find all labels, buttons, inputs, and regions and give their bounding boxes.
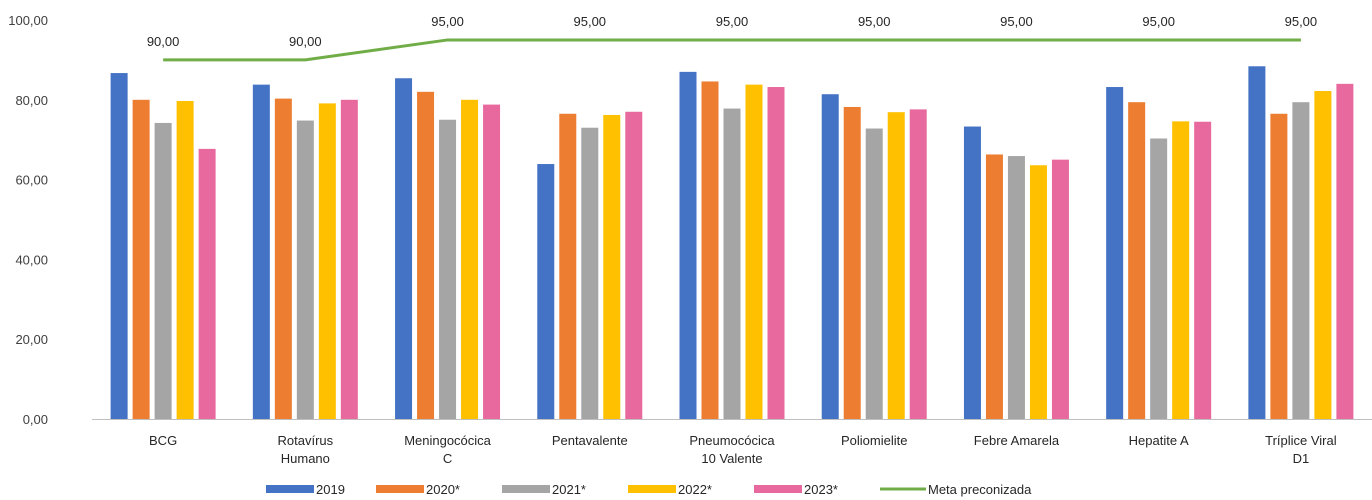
bar-2019-1 xyxy=(252,84,270,419)
bar-2021-0 xyxy=(154,122,172,419)
goal-line: 90,00 90,00 95,00 95,00 95,00 95,00 95,00 95,00… xyxy=(147,14,1318,62)
legend-item: 2021* xyxy=(502,482,586,497)
bar-2019-5 xyxy=(821,94,839,420)
category-label: BCG xyxy=(149,433,177,448)
bar-2019-7 xyxy=(1106,87,1124,420)
legend-label: Meta preconizada xyxy=(928,482,1032,497)
category-label: Pentavalente xyxy=(552,433,628,448)
category-label: Hepatite A xyxy=(1129,433,1189,448)
bar-2021-2 xyxy=(439,119,457,419)
y-tick-label: 60,00 xyxy=(15,173,48,188)
legend-label: 2019 xyxy=(316,482,345,497)
bar-2020-1 xyxy=(274,98,292,419)
category-label: Febre Amarela xyxy=(974,433,1060,448)
bar-2021-8 xyxy=(1292,102,1310,419)
bar-2021-1 xyxy=(296,120,314,419)
goal-value-label: 95,00 xyxy=(574,14,607,29)
bar-2019-8 xyxy=(1248,66,1266,419)
goal-value-label: 95,00 xyxy=(1285,14,1318,29)
bar-2021-4 xyxy=(723,108,741,419)
bar-2019-2 xyxy=(395,78,413,419)
y-tick-label: 80,00 xyxy=(15,93,48,108)
legend-swatch xyxy=(502,485,550,493)
legend-item: Meta preconizada xyxy=(880,482,1032,497)
bar-2022-2 xyxy=(461,99,479,420)
legend-item: 2022* xyxy=(628,482,712,497)
bar-2020-6 xyxy=(985,154,1003,419)
bar-2023-6 xyxy=(1051,159,1069,419)
x-axis: BCG Rotavírus Humano Meningocócica C Pentaval… xyxy=(149,433,1337,466)
bar-2022-8 xyxy=(1314,91,1332,419)
y-axis: 0,00 20,00 40,00 60,00 80,00 100,00 xyxy=(8,13,48,427)
y-tick-label: 0,00 xyxy=(23,412,48,427)
goal-value-label: 95,00 xyxy=(1142,14,1175,29)
bar-2022-7 xyxy=(1172,121,1190,419)
bar-2023-5 xyxy=(909,109,927,419)
category-label: Pneumocócica 10 Valente xyxy=(689,433,775,466)
bar-2022-5 xyxy=(887,112,905,419)
bar-2022-3 xyxy=(603,114,621,419)
category-label: Rotavírus Humano xyxy=(278,433,334,466)
category-label: Tríplice Viral D1 xyxy=(1265,433,1337,466)
y-tick-label: 100,00 xyxy=(8,13,48,28)
bar-2023-2 xyxy=(483,104,501,419)
goal-line-path xyxy=(163,38,1301,62)
legend-swatch xyxy=(266,485,314,493)
bar-2019-0 xyxy=(110,73,128,419)
bars xyxy=(110,66,1354,420)
bar-2022-4 xyxy=(745,84,763,419)
category-label: Meningocócica C xyxy=(404,433,491,466)
y-tick-label: 20,00 xyxy=(15,332,48,347)
legend-item: 2019 xyxy=(266,482,345,497)
bar-2022-6 xyxy=(1029,165,1047,419)
goal-value-label: 90,00 xyxy=(289,34,322,49)
goal-value-label: 95,00 xyxy=(858,14,891,29)
goal-value-label: 90,00 xyxy=(147,34,180,49)
legend-label: 2023* xyxy=(804,482,838,497)
bar-2021-5 xyxy=(865,128,883,419)
bar-2020-3 xyxy=(559,113,577,419)
legend: 2019 2020* 2021* 2022* 2023* Meta preconizada xyxy=(266,482,1032,497)
category-label: Poliomielite xyxy=(841,433,907,448)
legend-label: 2020* xyxy=(426,482,460,497)
legend-item: 2020* xyxy=(376,482,460,497)
legend-label: 2021* xyxy=(552,482,586,497)
bar-2023-3 xyxy=(625,111,643,420)
legend-item: 2023* xyxy=(754,482,838,497)
bar-2022-1 xyxy=(318,103,336,420)
bar-2020-7 xyxy=(1128,102,1146,419)
bar-2020-0 xyxy=(132,99,150,420)
legend-swatch xyxy=(754,485,802,493)
bar-2023-7 xyxy=(1194,121,1212,420)
bar-2021-6 xyxy=(1007,156,1025,419)
bar-2023-8 xyxy=(1336,83,1354,419)
bar-2023-4 xyxy=(767,87,785,420)
goal-value-label: 95,00 xyxy=(1000,14,1033,29)
bar-2021-3 xyxy=(581,127,599,419)
bar-2020-5 xyxy=(843,106,861,420)
bar-2020-8 xyxy=(1270,113,1288,419)
goal-value-label: 95,00 xyxy=(431,14,464,29)
bar-2020-4 xyxy=(701,81,719,420)
bar-2019-6 xyxy=(963,126,981,420)
legend-swatch xyxy=(628,485,676,493)
bar-2019-4 xyxy=(679,71,697,420)
bar-2023-1 xyxy=(340,99,358,420)
legend-label: 2022* xyxy=(678,482,712,497)
y-tick-label: 40,00 xyxy=(15,252,48,267)
bar-2022-0 xyxy=(176,100,194,419)
goal-value-label: 95,00 xyxy=(716,14,749,29)
bar-2021-7 xyxy=(1150,138,1168,420)
legend-swatch xyxy=(376,485,424,493)
bar-2020-2 xyxy=(417,91,435,419)
bar-2023-0 xyxy=(198,148,216,419)
bar-2019-3 xyxy=(537,164,555,419)
